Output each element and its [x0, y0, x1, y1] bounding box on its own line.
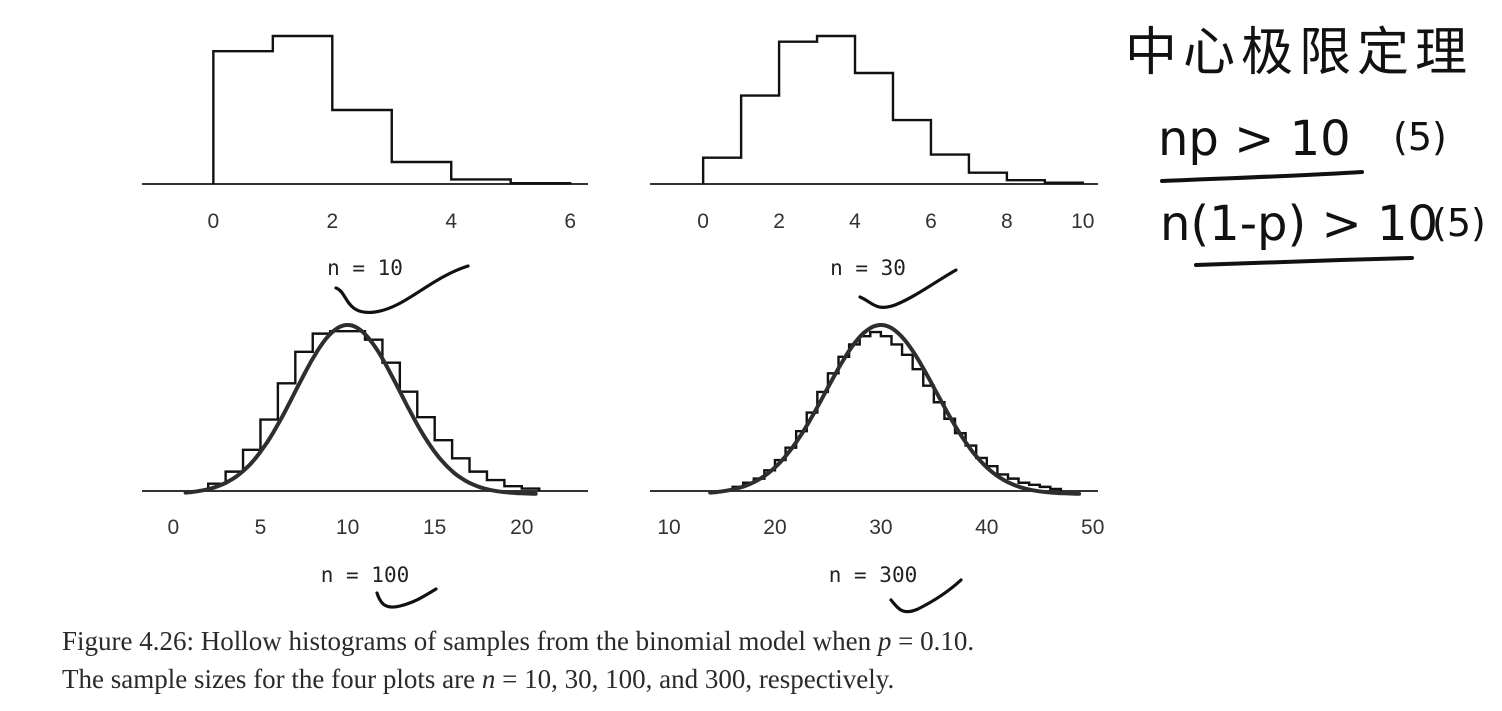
- histogram-outline: [212, 34, 572, 185]
- x-tick-label: 6: [564, 210, 576, 233]
- x-tick-label: 30: [869, 516, 892, 539]
- handwritten-rule-np-note: (5): [1393, 115, 1447, 159]
- handwritten-checkmark: [334, 264, 470, 314]
- histogram-outline: [731, 330, 1063, 491]
- x-tick-label: 4: [445, 210, 457, 233]
- x-tick-label: 0: [697, 210, 709, 233]
- handwritten-checkmark: [889, 578, 963, 614]
- panel-label: n = 300: [829, 563, 918, 587]
- handwritten-checkmark: [375, 587, 438, 609]
- handwritten-rule-np: np > 10: [1158, 111, 1351, 167]
- normal-curve-overlay: [708, 323, 1082, 496]
- x-tick-label: 2: [773, 210, 785, 233]
- handwritten-rule-nq: n(1-p) > 10: [1160, 196, 1438, 252]
- handwritten-title: 中心极限定理: [1125, 23, 1473, 83]
- x-tick-label: 10: [336, 516, 359, 539]
- x-tick-label: 2: [326, 210, 338, 233]
- histogram-outline: [207, 330, 541, 491]
- x-tick-label: 6: [925, 210, 937, 233]
- handwritten-underline: [1194, 256, 1414, 267]
- normal-curve-overlay: [183, 323, 538, 496]
- x-tick-label: 8: [1001, 210, 1013, 233]
- handwritten-underline: [1160, 170, 1364, 183]
- x-tick-label: 0: [168, 516, 180, 539]
- handwritten-checkmark: [858, 268, 958, 309]
- x-tick-label: 40: [975, 516, 998, 539]
- caption-line-2: The sample sizes for the four plots are …: [62, 664, 895, 694]
- panel-label: n = 10: [327, 256, 403, 280]
- x-tick-label: 15: [423, 516, 446, 539]
- panel-label: n = 30: [830, 256, 906, 280]
- x-tick-label: 10: [657, 516, 680, 539]
- x-tick-label: 0: [208, 210, 220, 233]
- histogram-outline: [701, 34, 1085, 184]
- x-tick-label: 20: [763, 516, 786, 539]
- x-tick-label: 50: [1081, 516, 1104, 539]
- x-tick-label: 20: [510, 516, 533, 539]
- x-tick-label: 4: [849, 210, 861, 233]
- handwritten-rule-nq-note: (5): [1432, 201, 1486, 245]
- panel-label: n = 100: [321, 563, 410, 587]
- x-tick-label: 10: [1071, 210, 1094, 233]
- caption-line-1: Figure 4.26: Hollow histograms of sample…: [62, 626, 975, 656]
- figure-caption: Figure 4.26: Hollow histograms of sample…: [62, 622, 1262, 698]
- x-tick-label: 5: [255, 516, 267, 539]
